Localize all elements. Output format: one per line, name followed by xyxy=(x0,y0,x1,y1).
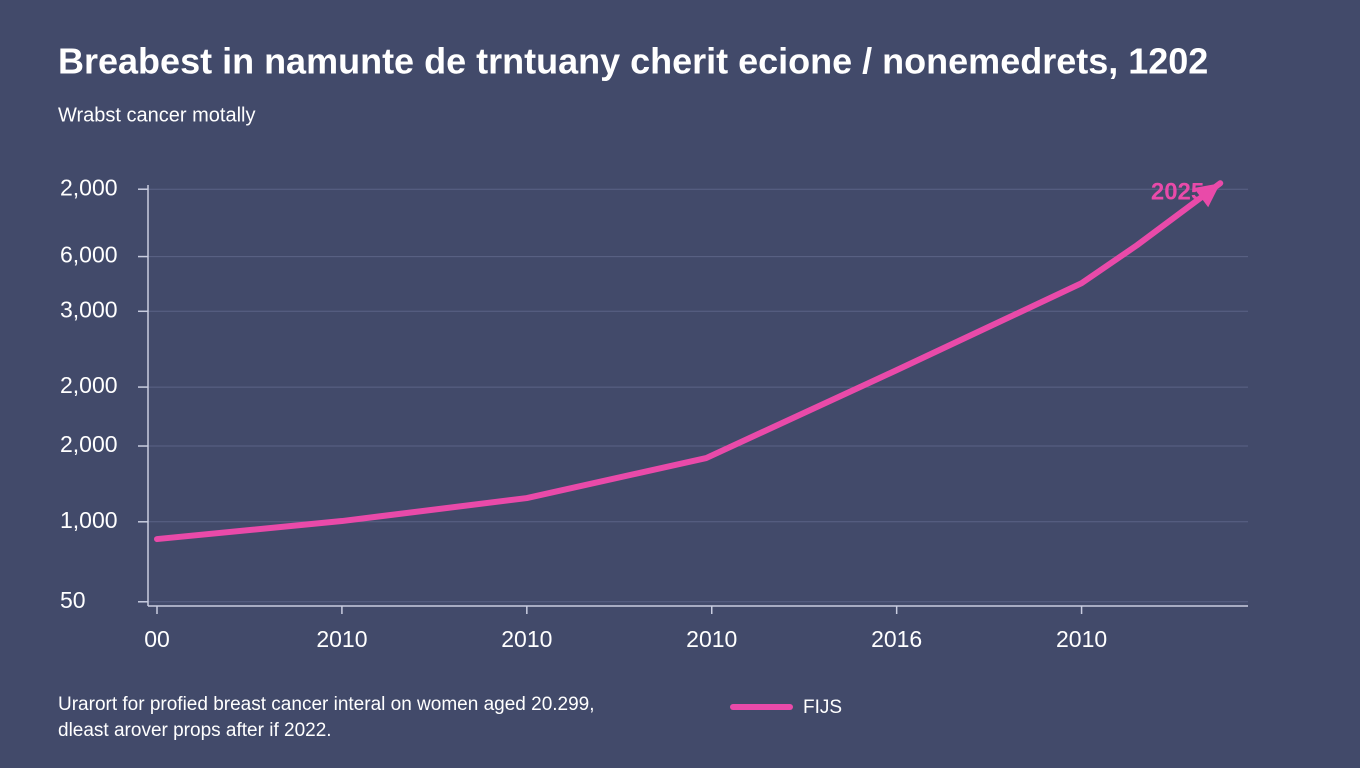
x-tick-label: 2010 xyxy=(316,626,367,652)
chart-title: Breabest in namunte de trntuany cherit e… xyxy=(58,41,1208,82)
chart-subtitle: Wrabst cancer motally xyxy=(58,104,255,126)
annotation: 2025 xyxy=(1151,179,1204,206)
y-tick-label: 3,000 xyxy=(60,296,118,322)
arrow-head xyxy=(1193,183,1221,208)
footnote: dleast arover props after if 2022. xyxy=(58,720,332,741)
y-tick-label: 1,000 xyxy=(60,507,118,533)
y-tick-label: 6,000 xyxy=(60,242,118,268)
x-tick-label: 2010 xyxy=(686,626,737,652)
x-tick-label: 2010 xyxy=(501,626,552,652)
data-line xyxy=(154,180,1224,543)
y-tick-label: 2,000 xyxy=(60,372,118,398)
x-tick-label: 2010 xyxy=(1056,626,1107,652)
x-tick-label: 00 xyxy=(144,626,170,652)
footnote: Urarort for profied breast cancer intera… xyxy=(58,694,595,715)
y-tick-label: 50 xyxy=(60,587,86,613)
x-tick-label: 2016 xyxy=(871,626,922,652)
y-tick-label: 2,000 xyxy=(60,431,118,457)
legend-label: FIJS xyxy=(803,697,842,718)
y-tick-label: 2,000 xyxy=(60,174,118,200)
